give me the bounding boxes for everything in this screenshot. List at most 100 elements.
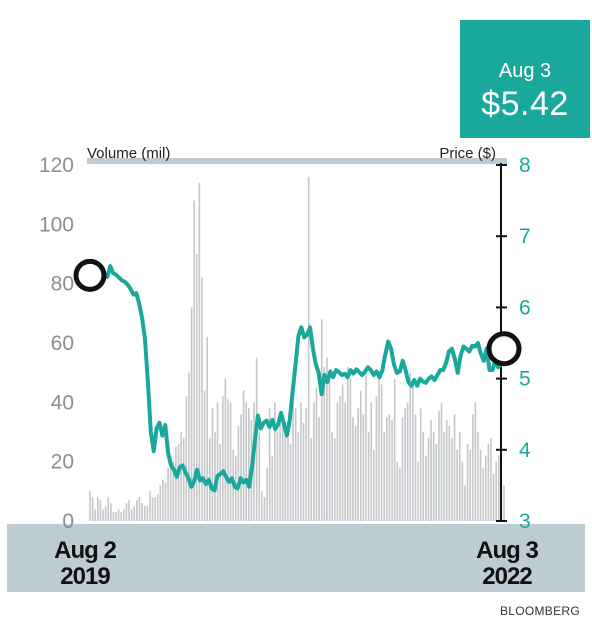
right-axis-tick-label: 4 — [519, 439, 531, 462]
volume-bar — [333, 437, 336, 521]
left-axis-tick-label: 20 — [51, 451, 74, 474]
volume-bar — [162, 479, 164, 521]
latest-price-callout: Aug 3 $5.42 — [460, 20, 590, 138]
volume-bar — [492, 473, 495, 521]
volume-bar — [138, 497, 141, 521]
volume-bar — [227, 399, 229, 521]
volume-bar — [482, 467, 484, 521]
volume-bar — [143, 506, 146, 521]
volume-bar — [352, 417, 354, 521]
volume-bar — [435, 443, 438, 521]
volume-bar — [130, 509, 133, 521]
volume-bar — [477, 432, 479, 521]
volume-bar — [206, 337, 208, 521]
volume-bar — [287, 437, 289, 521]
volume-bar — [188, 372, 190, 521]
volume-bar — [406, 402, 409, 521]
volume-bar — [495, 461, 497, 521]
volume-bar — [456, 449, 458, 521]
volume-bar — [497, 455, 500, 521]
volume-bar — [240, 414, 242, 521]
volume-bar — [474, 402, 477, 521]
volume-bar — [393, 378, 396, 521]
source-label: BLOOMBERG — [499, 604, 580, 618]
x-label-start: Aug 2 2019 — [54, 537, 117, 590]
volume-bar — [125, 503, 128, 521]
volume-bar — [214, 432, 216, 521]
callout-date: Aug 3 — [498, 60, 552, 82]
volume-bar — [458, 432, 461, 521]
volume-bar — [503, 485, 505, 521]
x-label-start-month: Aug 2 — [54, 537, 116, 564]
volume-bar — [274, 402, 276, 521]
volume-bar — [248, 408, 250, 521]
volume-bar — [193, 200, 195, 521]
right-axis-tick-label: 7 — [519, 225, 531, 248]
volume-bar — [221, 396, 224, 521]
volume-bar — [399, 467, 401, 521]
volume-bar — [242, 390, 245, 521]
volume-bar — [388, 414, 391, 521]
volume-bar — [417, 461, 419, 521]
volume-bar — [91, 497, 94, 521]
volume-bar — [177, 443, 180, 521]
left-axis-tick-label: 100 — [39, 213, 74, 236]
right-axis-tick-label: 3 — [519, 510, 531, 533]
volume-bar — [203, 390, 206, 521]
volume-bar — [320, 319, 323, 521]
volume-bar — [370, 402, 373, 521]
x-label-start-year: 2019 — [60, 563, 110, 590]
end-price-marker — [486, 331, 522, 367]
volume-bar — [380, 384, 383, 521]
volume-bar — [99, 500, 102, 521]
callout-price: $5.42 — [481, 85, 569, 123]
volume-bar — [484, 455, 487, 521]
volume-bar — [305, 408, 307, 521]
right-axis-tick-label: 6 — [519, 296, 531, 319]
volume-bar — [386, 417, 388, 521]
x-axis-band — [7, 524, 585, 592]
volume-bar — [219, 443, 221, 521]
volume-bar — [315, 387, 318, 521]
volume-bar — [479, 449, 482, 521]
left-axis-tick-label: 80 — [51, 273, 74, 296]
left-axis-tick-label: 0 — [62, 510, 74, 533]
volume-bar — [263, 497, 266, 521]
volume-bar — [412, 384, 414, 521]
volume-bar — [396, 461, 399, 521]
x-label-end-year: 2022 — [482, 563, 532, 590]
volume-bar — [302, 423, 305, 521]
volume-bar — [104, 506, 107, 521]
volume-bar — [156, 494, 159, 521]
volume-bar — [419, 408, 422, 521]
volume-bar — [182, 437, 185, 521]
volume-bar — [294, 408, 297, 521]
volume-bar — [164, 482, 167, 521]
volume-bar — [195, 254, 198, 521]
volume-bar — [266, 467, 268, 521]
volume-bar — [149, 491, 151, 521]
volume-bar — [245, 402, 248, 521]
volume-bar — [354, 426, 357, 521]
volume-bar — [216, 402, 219, 521]
x-label-end: Aug 3 2022 — [476, 537, 539, 590]
volume-bar — [110, 503, 112, 521]
volume-bar — [310, 437, 313, 521]
volume-bar — [440, 402, 443, 521]
x-label-end-month: Aug 3 — [476, 537, 538, 564]
volume-bar — [464, 485, 466, 521]
volume-bar — [289, 443, 292, 521]
volume-bar — [175, 446, 177, 521]
volume-bar — [211, 408, 214, 521]
volume-bar — [185, 396, 188, 521]
volume-bar — [362, 414, 365, 521]
volume-bar — [268, 408, 271, 521]
volume-bar — [471, 414, 474, 521]
volume-bar — [159, 485, 162, 521]
volume-bar — [383, 432, 386, 521]
volume-bar — [409, 372, 412, 521]
volume-bar — [341, 384, 344, 521]
left-axis: 0 20 40 60 80 100 120 — [39, 154, 74, 533]
volume-bar — [167, 467, 169, 521]
volume-bar — [128, 500, 130, 521]
